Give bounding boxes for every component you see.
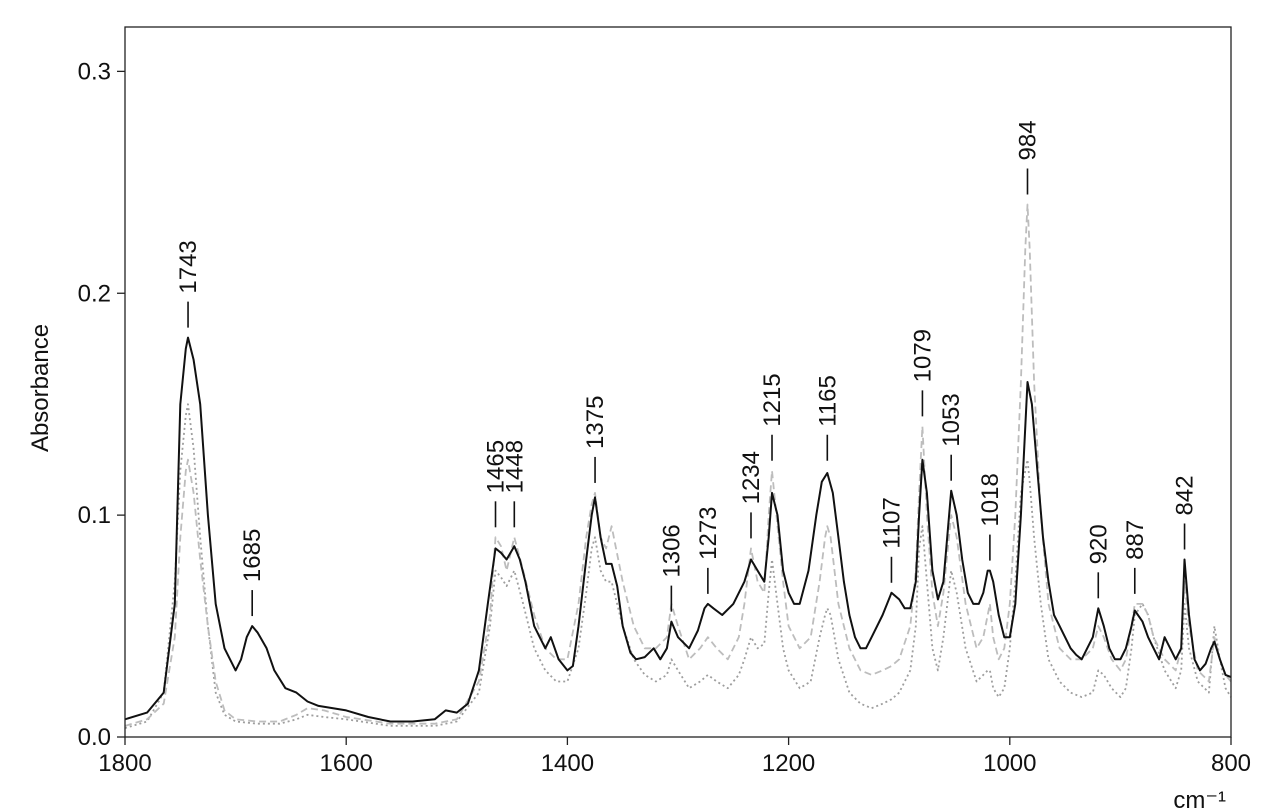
series-line-dotted xyxy=(124,403,1232,729)
y-tick-label: 0.3 xyxy=(78,58,111,85)
x-tick-label: 1600 xyxy=(320,750,373,777)
y-tick-label: 0.0 xyxy=(78,724,111,751)
series-line-dashed xyxy=(124,203,1232,727)
peak-label: 1448 xyxy=(501,440,528,493)
peak-label: 1107 xyxy=(878,497,905,549)
y-axis-label: Absorbance xyxy=(27,324,54,452)
peak-label: 1465 xyxy=(483,440,510,493)
x-tick-label: 1400 xyxy=(541,750,594,777)
peak-label: 1273 xyxy=(695,506,722,559)
series-layer xyxy=(124,203,1232,729)
peak-label: 984 xyxy=(1014,120,1041,160)
peak-label: 842 xyxy=(1172,475,1199,515)
peak-label: 1018 xyxy=(977,473,1004,526)
x-axis-label: cm⁻¹ xyxy=(1173,787,1226,812)
peak-label: 1165 xyxy=(814,375,841,427)
x-tick-label: 1800 xyxy=(98,750,151,777)
peak-label: 887 xyxy=(1122,520,1149,560)
y-tick-label: 0.2 xyxy=(78,280,111,307)
series-line-solid xyxy=(124,336,1232,723)
y-axis: 0.0 0.1 0.2 0.3 xyxy=(78,58,125,751)
peak-label: 1375 xyxy=(582,396,609,449)
peak-label: 1306 xyxy=(658,524,685,577)
peak-label: 1685 xyxy=(239,529,266,582)
peak-label: 1053 xyxy=(938,393,965,446)
x-tick-label: 1000 xyxy=(983,750,1036,777)
peak-label: 1743 xyxy=(175,240,202,293)
x-tick-label: 800 xyxy=(1211,750,1251,777)
y-tick-label: 0.1 xyxy=(78,502,111,529)
plot-frame xyxy=(124,26,1232,738)
x-tick-label: 1200 xyxy=(762,750,815,777)
peak-label: 1215 xyxy=(759,373,786,426)
peak-label: 1234 xyxy=(738,451,765,504)
peak-label: 920 xyxy=(1085,524,1112,564)
x-axis: 1800 1600 1400 1200 1000 800 xyxy=(98,737,1251,777)
peak-label: 1079 xyxy=(909,329,936,382)
